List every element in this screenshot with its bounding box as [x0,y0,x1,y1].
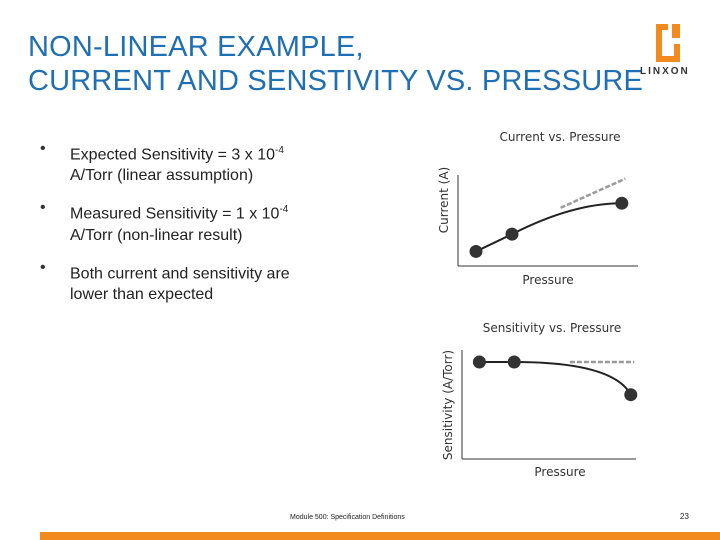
bullet-text-line-2: lower than expected [70,285,214,303]
sensitivity-data-point [624,388,638,402]
page-title-line-2: CURRENT AND SENSTIVITY VS. PRESSURE [28,65,644,97]
page-title-line-1: NON-LINEAR EXAMPLE, [28,31,364,63]
logo-wordmark: LINXON [640,66,690,77]
bullet-item: • Both current and sensitivity are lower… [40,259,340,305]
current-expected-linear-line [560,177,626,209]
linxon-logo-icon [656,24,680,62]
bullet-exponent: -4 [275,145,284,156]
bullet-text: Measured Sensitivity = 1 x 10 [70,205,280,223]
bullet-item: • Measured Sensitivity = 1 x 10-4 A/Torr… [40,199,340,245]
footer-module-text: Module 500: Specification Definitions [290,514,405,521]
current-data-point [615,196,629,210]
current-measured-curve [475,202,622,253]
current-title: Current vs. Pressure [499,130,620,144]
sensitivity-title: Sensitivity vs. Pressure [483,321,622,335]
current-x-axis-label: Pressure [522,273,573,287]
bullet-text-line-2: A/Torr (linear assumption) [70,167,254,185]
current-data-point [469,244,483,258]
bullet-marker: • [40,199,46,217]
sensitivity-data-point [507,355,521,369]
current-y-axis-label: Current (A) [437,167,451,233]
bullet-exponent: -4 [279,204,289,216]
bullet-marker: • [40,258,46,276]
sensitivity-measured-curve [479,360,632,396]
sensitivity-vs-pressure-chart: Sensitivity vs. Pressure Pressure Sensitiv… [441,321,638,479]
bullet-text: Both current and sensitivity are [70,264,290,282]
footer-accent-bar [40,532,720,540]
sensitivity-data-point [472,355,486,369]
bullet-item: • Expected Sensitivity = 3 x 10-4 A/Torr… [40,140,340,186]
page-title: NON-LINEAR EXAMPLE, CURRENT AND SENSTIVI… [28,30,643,98]
bullet-list: • Expected Sensitivity = 3 x 10-4 A/Torr… [40,140,340,318]
current-vs-pressure-chart: Current vs. Pressure Pressure Current (A) [437,130,638,287]
bullet-text-line-2: A/Torr (non-linear result) [70,226,243,244]
sensitivity-x-axis-label: Pressure [534,465,585,479]
sensitivity-y-axis-label: Sensitivity (A/Torr) [441,350,455,460]
page-number: 23 [680,512,689,521]
bullet-text: Expected Sensitivity = 3 x 10 [70,146,275,164]
bullet-marker: • [40,140,46,157]
current-data-point [505,227,519,241]
